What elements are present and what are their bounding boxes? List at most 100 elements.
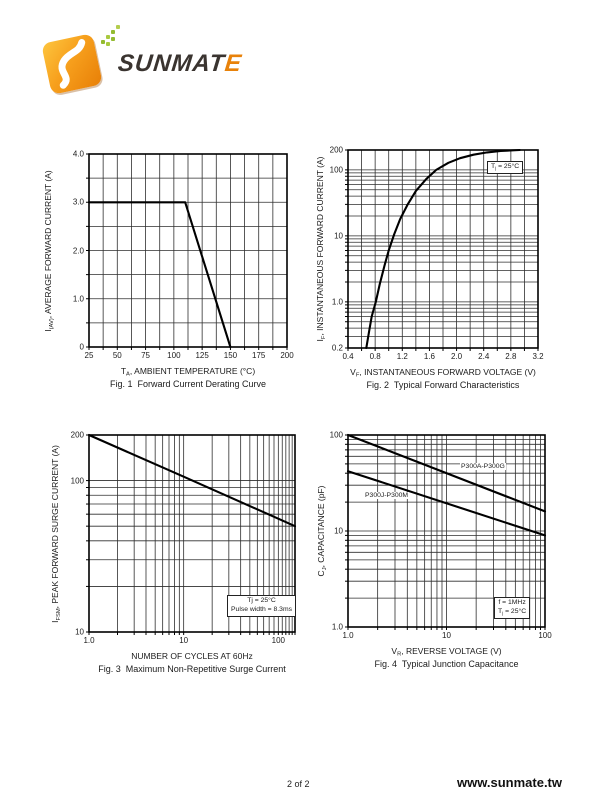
x-tick-label: 10 (179, 636, 189, 645)
website-link[interactable]: www.sunmate.tw (457, 775, 562, 790)
annotation-line: Pulse width = 8.3ms (231, 606, 292, 615)
fig4-condition-annotation: f = 1MHz Tj = 25°C (494, 597, 531, 619)
y-tick-label: 10 (334, 231, 343, 241)
label-text: , INSTANTANEOUS FORWARD VOLTAGE (V) (359, 367, 536, 377)
label-text: , PEAK FORWARD SURGE CURRENT (A) (50, 444, 61, 608)
annotation-line: Tj = 25°C (498, 608, 526, 617)
logo-dot-icon (106, 42, 110, 46)
annotation-line: Tj = 25°C (231, 597, 292, 606)
fig3-caption: Fig. 3 Maximum Non-Repetitive Surge Curr… (98, 664, 286, 674)
label-text: , REVERSE VOLTAGE (V) (401, 646, 502, 656)
fig2-forward-characteristics-chart: IF, INSTANTANEOUS FORWARD CURRENT (A) VF… (315, 146, 543, 391)
logo-dot-icon (101, 40, 105, 44)
label-text: , AMBIENT TEMPERATURE (°C) (129, 366, 256, 376)
x-tick-label: 25 (84, 351, 94, 360)
brand-accent-letter: E (223, 50, 244, 77)
y-tick-label: 100 (70, 476, 84, 486)
label-text: Pulse width = 8.3ms (231, 605, 293, 613)
label-subscript: R (397, 651, 402, 658)
x-tick-label: 100 (167, 351, 181, 360)
brand-main: SUNMAT (116, 50, 227, 77)
label-text: , INSTANTANEOUS FORWARD CURRENT (A) (315, 156, 326, 336)
label-text: Tj = 25°C (247, 597, 276, 604)
plot-border (347, 434, 546, 628)
logo-dot-icon (111, 37, 115, 41)
fig4-y-axis-label: CJ, CAPACITANCE (pF) (316, 486, 328, 577)
fig2-x-axis-label: VF, INSTANTANEOUS FORWARD VOLTAGE (V) (350, 367, 536, 379)
annotation-line: f = 1MHz (498, 599, 526, 608)
x-tick-label: 125 (195, 351, 209, 360)
x-tick-label: 100 (538, 631, 552, 640)
label-text: = 25°C (496, 163, 520, 170)
label-subscript: F (320, 335, 327, 340)
x-tick-label: 175 (252, 351, 266, 360)
fig3-condition-annotation: Tj = 25°C Pulse width = 8.3ms (227, 595, 297, 617)
sunmate-logo: SUNMATE (38, 24, 268, 104)
label-subscript: F (355, 372, 360, 379)
x-tick-label: 10 (442, 631, 451, 640)
label-subscript: J (321, 567, 328, 571)
label-text: V (350, 367, 356, 377)
x-tick-label: 200 (280, 351, 294, 360)
label-text: f = 1MHz (498, 599, 526, 606)
logo-dot-icon (116, 25, 120, 29)
fig4-curve-P300A-P300G (346, 433, 547, 513)
fig4-caption: Fig. 4 Typical Junction Capacitance (374, 659, 519, 669)
x-tick-label: 0.8 (369, 352, 381, 361)
plot-border (88, 434, 296, 633)
label-text: , CAPACITANCE (pF) (316, 485, 327, 568)
x-tick-label: 75 (141, 351, 151, 360)
annotation-line: Tj = 25°C (491, 163, 519, 172)
fig4-plot-area (345, 433, 547, 630)
x-tick-label: 0.4 (342, 352, 354, 361)
x-tick-label: 1.0 (342, 631, 354, 640)
y-tick-label: 100 (329, 430, 343, 440)
plot-border (88, 153, 288, 348)
label-text: V (391, 646, 398, 656)
y-tick-label: 1.0 (72, 294, 84, 304)
y-tick-label: 3.0 (72, 197, 84, 207)
series-label-P300J-P300M: P300J-P300M (364, 492, 410, 499)
fig2-curve-forward-characteristic (365, 148, 521, 350)
logo-dot-icon (106, 35, 110, 39)
fig2-plot-area (345, 148, 539, 351)
fig4-curve-P300J-P300M (346, 470, 547, 537)
logo-s-curve-icon (58, 39, 86, 89)
label-text: C (316, 570, 327, 577)
label-subscript: j (495, 165, 497, 171)
y-tick-label: 10 (75, 627, 84, 637)
logo-diamond-icon (41, 33, 103, 95)
label-text: = 25°C (503, 607, 527, 615)
logo-dot-icon (111, 30, 115, 34)
label-text: T (491, 163, 496, 170)
fig3-curve-surge-current (87, 433, 297, 528)
x-tick-label: 100 (271, 636, 286, 645)
fig1-plot-area (86, 153, 288, 350)
label-subscript: (AV) (48, 317, 55, 329)
fig3-x-axis-label: NUMBER OF CYCLES AT 60Hz (131, 651, 253, 661)
x-tick-label: 2.4 (478, 352, 490, 361)
page-number: 2 of 2 (287, 779, 310, 789)
x-tick-label: 2.8 (505, 352, 517, 361)
fig1-caption: Fig. 1 Forward Current Derating Curve (109, 379, 267, 389)
label-text: T (498, 607, 503, 615)
y-tick-label: 1.0 (331, 297, 343, 307)
brand-wordmark: SUNMATE (117, 50, 244, 78)
x-tick-label: 1.6 (423, 352, 435, 361)
fig1-forward-current-derating-chart: I(AV), AVERAGE FORWARD CURRENT (A) TA, A… (43, 150, 294, 390)
label-text: NUMBER OF CYCLES AT 60Hz (131, 651, 253, 661)
y-tick-label: 200 (329, 145, 343, 155)
y-tick-label: 10 (334, 526, 343, 536)
label-subscript: j (502, 610, 504, 616)
y-tick-label: 0.2 (331, 343, 343, 353)
y-tick-label: 2.0 (72, 246, 84, 255)
fig2-y-axis-label: IF, INSTANTANEOUS FORWARD CURRENT (A) (315, 157, 327, 342)
fig1-y-axis-label: I(AV), AVERAGE FORWARD CURRENT (A) (43, 170, 55, 331)
x-tick-label: 2.0 (451, 352, 463, 361)
fig2-caption: Fig. 2 Typical Forward Characteristics (366, 380, 520, 390)
fig1-x-axis-label: TA, AMBIENT TEMPERATURE (°C) (121, 366, 255, 378)
label-subscript: FSM (55, 607, 62, 621)
x-tick-label: 1.2 (396, 352, 408, 361)
y-tick-label: 1.0 (331, 622, 343, 632)
